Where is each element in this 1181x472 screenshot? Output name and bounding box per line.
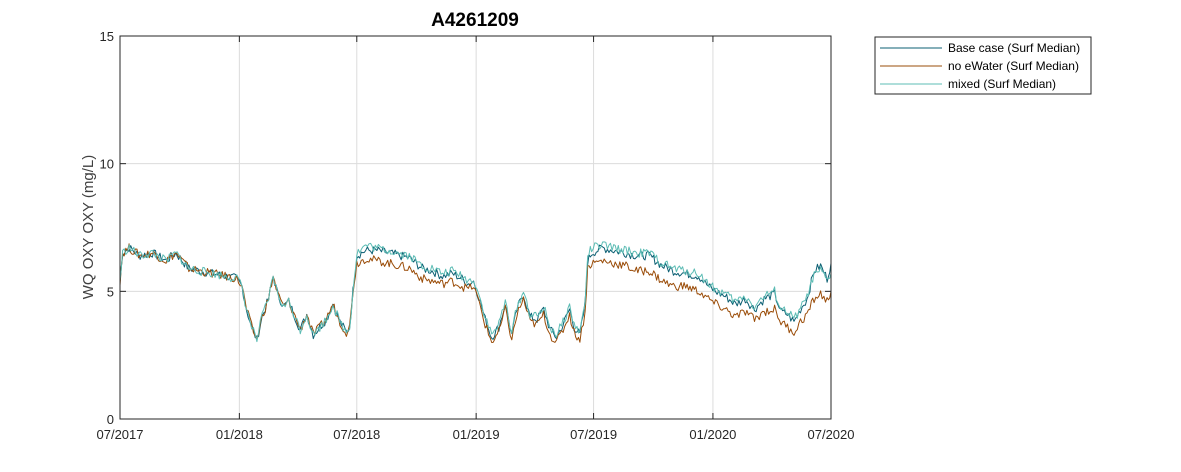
legend: Base case (Surf Median) no eWater (Surf M… [874, 36, 1092, 95]
chart-title: A4261209 [431, 10, 519, 31]
x-tick-label: 01/2018 [216, 427, 263, 442]
x-tick-label: 07/2018 [333, 427, 380, 442]
y-axis: 0 5 10 15 [100, 29, 831, 427]
x-tick-label: 07/2017 [97, 427, 144, 442]
axes-background [120, 36, 831, 419]
plot-area: 07/2017 01/2018 07/2018 01/2019 07/2019 01/20… [97, 29, 855, 442]
axes-box [119, 35, 832, 420]
x-tick-label: 01/2020 [689, 427, 736, 442]
series-line-2 [119, 243, 832, 343]
legend-label: no eWater (Surf Median) [948, 59, 1079, 73]
y-tick-label: 10 [100, 157, 114, 172]
y-tick-label: 15 [100, 29, 114, 44]
x-tick-label: 07/2020 [808, 427, 855, 442]
legend-label: Base case (Surf Median) [948, 41, 1080, 55]
x-tick-label: 01/2019 [453, 427, 500, 442]
legend-label: mixed (Surf Median) [948, 77, 1056, 91]
x-axis: 07/2017 01/2018 07/2018 01/2019 07/2019 01/20… [97, 36, 855, 442]
series-line-3 [119, 241, 832, 343]
series-layer [119, 241, 832, 343]
y-axis-label: WQ OXY OXY (mg/L) [80, 155, 97, 299]
y-tick-label: 5 [107, 284, 114, 299]
x-tick-label: 07/2019 [570, 427, 617, 442]
y-tick-label: 0 [107, 412, 114, 427]
